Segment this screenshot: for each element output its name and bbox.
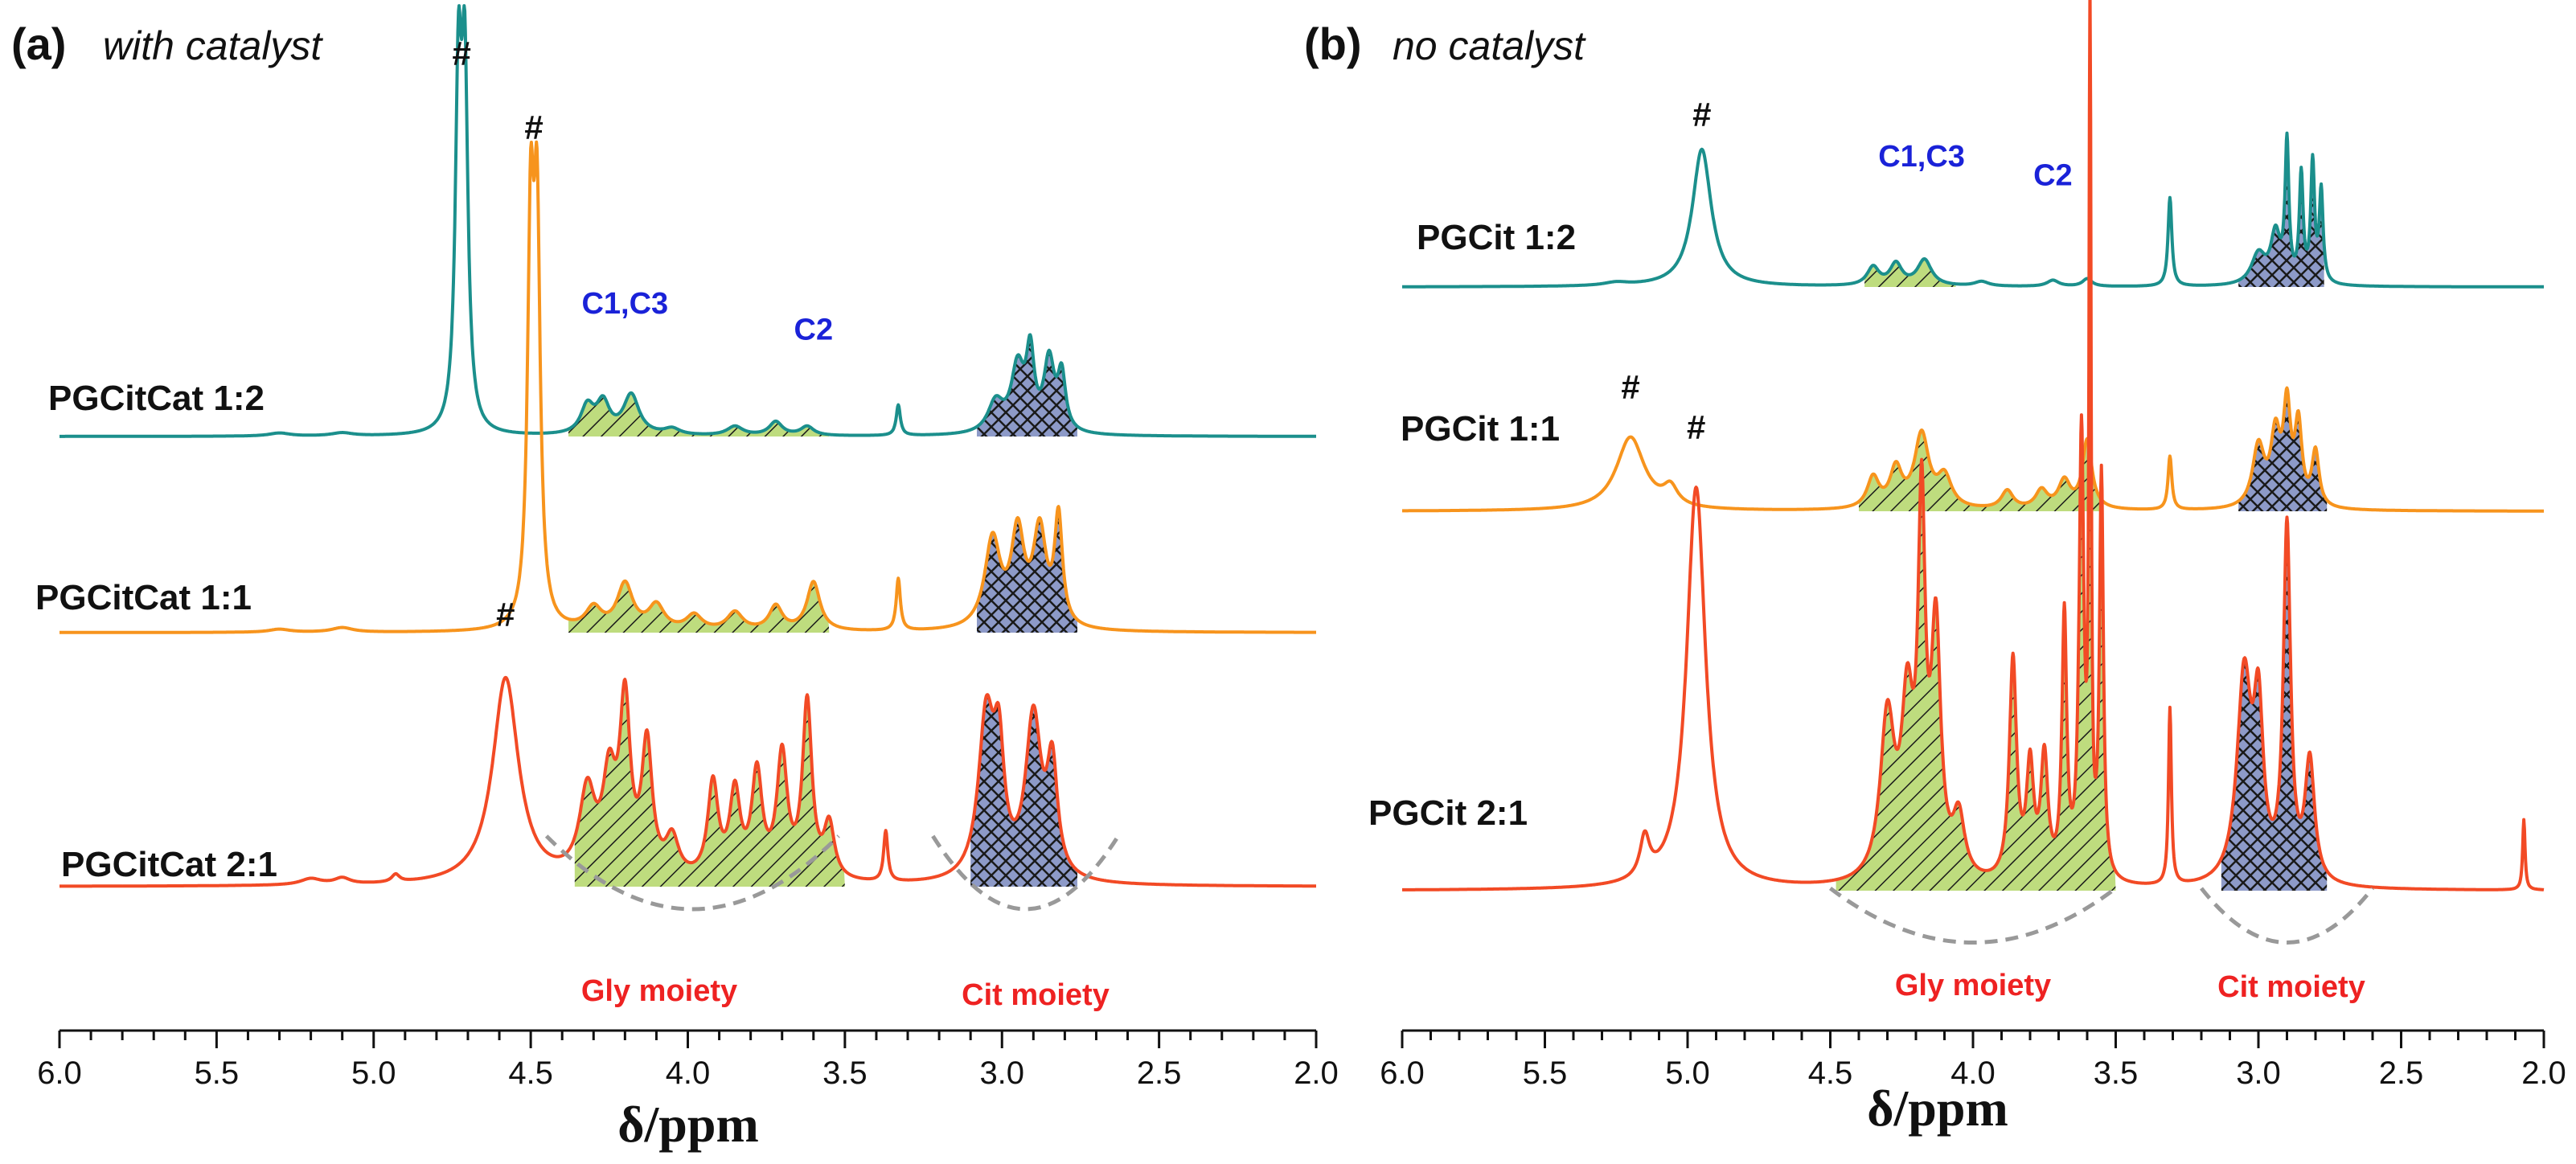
spectrum-line (58, 4, 1318, 438)
gly-moiety-label: Gly moiety (581, 974, 737, 1008)
moiety-bracket (544, 834, 840, 912)
assignment-label: C1,C3 (1878, 140, 1965, 174)
panel-b-x-axis-label: δ/ppm (1867, 1080, 2008, 1137)
sample-label: PGCitCat 1:1 (35, 578, 252, 617)
hash-marker: # (1621, 368, 1639, 406)
spectrum-line (1401, 131, 2545, 289)
sample-label: PGCitCat 2:1 (61, 845, 277, 884)
gly-region-fill (568, 392, 830, 436)
gly-region-fill (1864, 259, 1956, 287)
sample-label: PGCit 1:1 (1401, 409, 1560, 449)
panel-a-x-axis: 6.0 5.5 5.0 4.5 4.0 3.5 3.0 2.5 2.0 δ/pp… (37, 1029, 1339, 1153)
moiety-bracket (1828, 887, 2118, 945)
sample-label: PGCitCat 1:2 (48, 379, 265, 418)
tick-label: 5.0 (351, 1055, 396, 1091)
panel-b-x-axis: 6.0 5.5 5.0 4.5 4.0 3.5 3.0 2.5 2.0 δ/pp… (1380, 1029, 2566, 1137)
tick-label: 2.5 (1137, 1055, 1182, 1091)
tick-label: 5.0 (1665, 1055, 1710, 1091)
cit-region-fill (976, 506, 1078, 633)
tick-label: 5.5 (1523, 1055, 1568, 1091)
tick-label: 6.0 (37, 1055, 82, 1091)
assignment-label: C2 (794, 313, 834, 346)
hash-marker: # (452, 35, 470, 72)
tick-label: 3.5 (2094, 1055, 2139, 1091)
panel-b-ticks: 6.0 5.5 5.0 4.5 4.0 3.5 3.0 2.5 2.0 (1380, 1031, 2566, 1091)
gly-region-fill (568, 580, 830, 633)
spectrum-line (1401, 0, 2545, 891)
panel-b-title: no catalyst (1393, 23, 1586, 68)
tick-label: 5.5 (195, 1055, 240, 1091)
panel-a: (a) with catalyst # C1,C3 C2 # # 6.0 5.5 5.0… (11, 4, 1339, 1153)
hash-marker: # (496, 596, 515, 633)
tick-label: 3.5 (822, 1055, 868, 1091)
panel-a-title: with catalyst (103, 23, 323, 68)
panel-b: (b) no catalyst # C1,C3 C2 # # 6.0 5.5 5.0 4… (1304, 0, 2566, 1137)
panel-a-spectra: # C1,C3 C2 # # (58, 4, 1318, 912)
spectrum-line (58, 675, 1318, 888)
tick-label: 4.0 (1950, 1055, 1996, 1091)
tick-label: 3.0 (2236, 1055, 2281, 1091)
cit-moiety-label: Cit moiety (2217, 970, 2365, 1004)
gly-region-fill (1836, 0, 2116, 891)
panel-a-x-axis-label: δ/ppm (617, 1096, 759, 1153)
tick-label: 2.5 (2379, 1055, 2424, 1091)
cit-region-fill (2238, 387, 2328, 511)
assignment-label: C2 (2033, 158, 2073, 192)
hash-marker: # (1687, 408, 1705, 446)
hash-marker: # (524, 109, 543, 146)
tick-label: 2.0 (1294, 1055, 1339, 1091)
tick-label: 3.0 (979, 1055, 1024, 1091)
cit-region-fill (2221, 517, 2328, 891)
panel-b-spectra: # C1,C3 C2 # # (1401, 0, 2545, 945)
moiety-bracket (2200, 887, 2374, 945)
spectrum-line (58, 140, 1318, 634)
sample-label: PGCit 1:2 (1417, 218, 1576, 257)
panel-a-ticks: 6.0 5.5 5.0 4.5 4.0 3.5 3.0 2.5 2.0 (37, 1031, 1339, 1091)
tick-label: 6.0 (1380, 1055, 1425, 1091)
assignment-label: C1,C3 (581, 287, 668, 321)
gly-region-fill (1859, 430, 2102, 511)
panel-a-tag: (a) (11, 18, 66, 69)
sample-label: PGCit 2:1 (1368, 793, 1528, 833)
cit-region-fill (2238, 133, 2324, 287)
tick-label: 4.5 (1808, 1055, 1853, 1091)
gly-region-fill (574, 679, 845, 887)
tick-label: 4.0 (666, 1055, 711, 1091)
cit-region-fill (976, 334, 1078, 436)
cit-moiety-label: Cit moiety (962, 978, 1110, 1012)
panel-b-tag: (b) (1304, 18, 1362, 69)
spectrum-line (1401, 386, 2545, 513)
gly-moiety-label: Gly moiety (1895, 969, 2051, 1002)
hash-marker: # (1692, 96, 1711, 133)
tick-label: 4.5 (508, 1055, 553, 1091)
tick-label: 2.0 (2521, 1055, 2566, 1091)
